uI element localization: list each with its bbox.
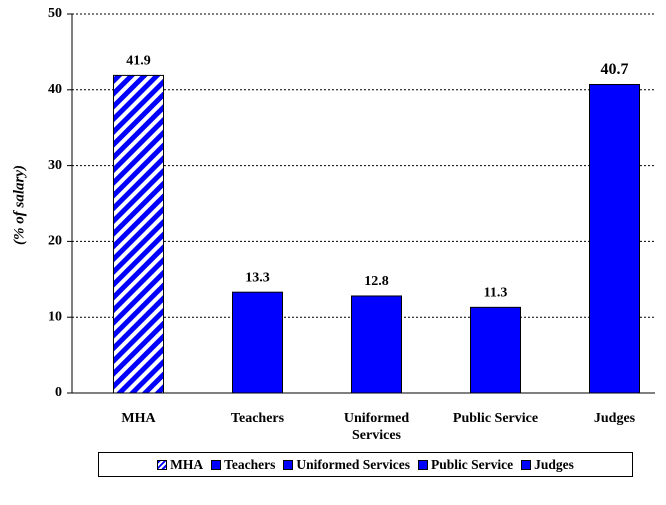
legend-swatch xyxy=(211,459,222,470)
y-tick-label: 10 xyxy=(48,309,62,324)
x-tick-label: Judges xyxy=(593,411,636,426)
y-axis-label: (% of salary) xyxy=(11,165,27,245)
x-tick-label: Teachers xyxy=(230,411,285,426)
bar xyxy=(351,295,402,394)
legend-item: Judges xyxy=(521,457,574,473)
legend-swatch xyxy=(283,459,294,470)
bar xyxy=(113,74,164,394)
data-label: 41.9 xyxy=(126,54,151,69)
x-tick-label: Public Service xyxy=(452,411,539,426)
legend: MHA Teachers Uniformed Services Public Serv… xyxy=(98,452,633,477)
x-tick-label: Uniformed Services xyxy=(343,411,410,443)
legend-item: MHA xyxy=(157,457,203,473)
legend-label: MHA xyxy=(170,456,204,472)
legend-swatch xyxy=(417,459,428,470)
legend-label: Uniformed Services xyxy=(296,456,410,472)
legend-label: Judges xyxy=(534,456,574,472)
legend-item: Teachers xyxy=(211,457,275,473)
bar xyxy=(470,306,521,394)
x-tick-label: MHA xyxy=(121,411,156,426)
legend-swatch xyxy=(521,459,532,470)
legend-item: Public Service xyxy=(417,456,514,473)
legend-swatch xyxy=(157,459,168,470)
data-label: 40.7 xyxy=(601,61,629,78)
y-tick-label: 40 xyxy=(48,82,62,97)
data-label: 13.3 xyxy=(245,270,270,285)
legend-label: Public Service xyxy=(430,456,514,472)
data-label: 11.3 xyxy=(484,286,508,301)
y-tick-label: 50 xyxy=(48,6,62,21)
data-label: 12.8 xyxy=(364,274,389,289)
y-tick-label: 0 xyxy=(55,385,62,400)
legend-item: Uniformed Services xyxy=(283,457,410,473)
bar xyxy=(589,83,640,394)
bar xyxy=(232,291,283,394)
y-tick-label: 30 xyxy=(48,158,62,173)
legend-label: Teachers xyxy=(224,456,276,472)
y-tick-label: 20 xyxy=(48,234,62,249)
